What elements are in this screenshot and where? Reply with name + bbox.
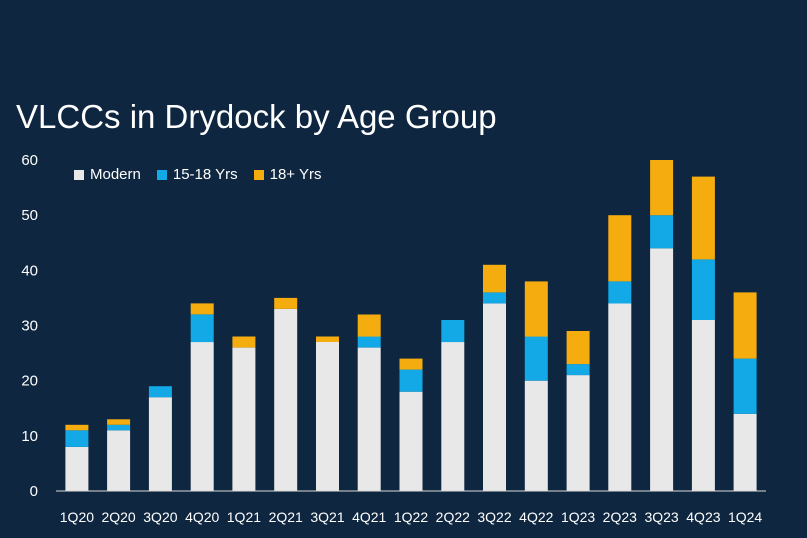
bar-segment-18-yrs	[65, 424, 89, 431]
bar-segment-modern	[107, 430, 131, 491]
bar-segment-modern	[608, 303, 632, 491]
legend-swatch-modern	[74, 169, 84, 180]
bar-segment-18-yrs	[650, 160, 674, 216]
bar-segment-modern	[274, 308, 298, 491]
chart-title: VLCCs in Drydock by Age Group	[16, 98, 497, 135]
bar-segment-18-yrs	[483, 264, 506, 293]
bar-segment-modern	[148, 397, 172, 491]
bar-segment-modern	[65, 446, 89, 491]
legend-item-18-plus: 18+ Yrs	[253, 166, 322, 183]
y-tick-label: 0	[30, 483, 38, 500]
x-tick-label: 4Q23	[686, 509, 720, 525]
bar-segment-18-yrs	[733, 292, 757, 359]
legend-swatch-18-plus	[253, 169, 264, 180]
bar-segment-modern	[733, 413, 757, 491]
bar-segment-modern	[566, 375, 590, 491]
x-tick-label: 2Q20	[101, 509, 135, 525]
x-tick-label: 2Q23	[603, 509, 637, 525]
legend-label-modern: Modern	[90, 166, 141, 183]
y-tick-label: 30	[21, 318, 38, 335]
x-tick-label: 4Q21	[352, 509, 386, 525]
bar-segment-18-yrs	[691, 176, 715, 260]
bar-segment-18-yrs	[357, 314, 381, 337]
bar-segment-18-yrs	[399, 358, 423, 370]
x-tick-label: 1Q24	[728, 509, 762, 525]
bar-segment-modern	[190, 342, 214, 491]
x-tick-label: 4Q20	[185, 509, 219, 525]
bar-segment-18-yrs	[316, 336, 339, 342]
chart-legend: Modern 15-18 Yrs 18+ Yrs	[74, 166, 321, 183]
y-tick-label: 40	[21, 262, 38, 279]
x-tick-label: 2Q21	[269, 509, 303, 525]
legend-label-18-plus: 18+ Yrs	[269, 166, 322, 183]
legend-label-15-18: 15-18 Yrs	[172, 166, 238, 183]
x-tick-label: 3Q20	[143, 509, 177, 525]
bar-segment-15-18-yrs	[566, 364, 590, 376]
y-tick-label: 10	[21, 428, 38, 445]
bar-segment-modern	[691, 320, 715, 491]
legend-item-modern: Modern	[74, 166, 141, 183]
bar-segment-modern	[483, 303, 506, 491]
bar-segment-18-yrs	[524, 281, 548, 337]
x-tick-label: 2Q22	[436, 509, 470, 525]
y-tick-label: 60	[21, 152, 38, 169]
x-tick-label: 1Q22	[394, 509, 428, 525]
bar-segment-modern	[441, 342, 465, 491]
bar-segment-15-18-yrs	[107, 424, 131, 431]
bar-segment-15-18-yrs	[399, 369, 423, 392]
bar-segment-18-yrs	[232, 336, 256, 348]
bar-segment-modern	[232, 347, 256, 491]
x-tick-label: 1Q21	[227, 509, 261, 525]
x-tick-label: 3Q23	[644, 509, 678, 525]
bar-segment-15-18-yrs	[441, 320, 465, 343]
bar-segment-15-18-yrs	[524, 336, 548, 381]
bar-segment-modern	[316, 342, 339, 491]
bar-segment-18-yrs	[274, 297, 298, 309]
x-tick-label: 4Q22	[519, 509, 553, 525]
bar-segment-15-18-yrs	[65, 430, 89, 447]
bar-segment-modern	[524, 380, 548, 491]
bar-segment-15-18-yrs	[148, 386, 172, 398]
bar-segment-15-18-yrs	[691, 259, 715, 320]
x-tick-label: 3Q22	[477, 509, 511, 525]
bar-segment-15-18-yrs	[733, 358, 757, 414]
bar-segment-modern	[399, 391, 423, 491]
x-tick-label: 3Q21	[310, 509, 344, 525]
legend-item-15-18: 15-18 Yrs	[156, 166, 238, 183]
bar-segment-18-yrs	[566, 331, 590, 365]
bar-segment-15-18-yrs	[483, 292, 506, 304]
y-tick-label: 20	[21, 373, 38, 390]
bar-segment-18-yrs	[107, 419, 131, 425]
bar-segment-15-18-yrs	[357, 336, 381, 348]
x-tick-label: 1Q23	[561, 509, 595, 525]
legend-swatch-15-18	[156, 169, 167, 180]
bar-segment-modern	[650, 248, 674, 491]
bar-segment-15-18-yrs	[650, 215, 674, 249]
bar-segment-modern	[357, 347, 381, 491]
x-tick-label: 1Q20	[60, 509, 94, 525]
bar-segment-15-18-yrs	[608, 281, 632, 304]
y-tick-label: 50	[21, 207, 38, 224]
bar-segment-18-yrs	[190, 303, 214, 315]
bar-segment-18-yrs	[608, 215, 632, 282]
bar-segment-15-18-yrs	[190, 314, 214, 343]
